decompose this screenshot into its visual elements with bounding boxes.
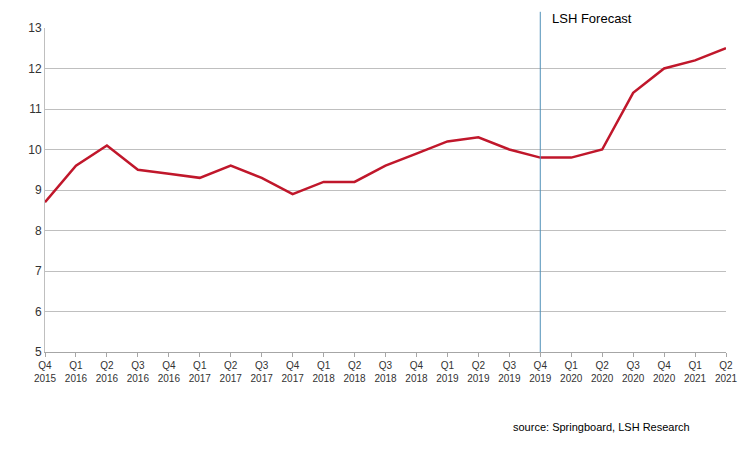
svg-text:10: 10 bbox=[28, 143, 42, 157]
svg-text:Q22016: Q22016 bbox=[96, 360, 119, 384]
svg-text:Q12021: Q12021 bbox=[684, 360, 707, 384]
svg-text:Q32017: Q32017 bbox=[251, 360, 274, 384]
svg-text:Q22019: Q22019 bbox=[467, 360, 490, 384]
svg-text:Q12016: Q12016 bbox=[65, 360, 88, 384]
svg-text:Q32020: Q32020 bbox=[622, 360, 645, 384]
svg-text:Q42015: Q42015 bbox=[34, 360, 57, 384]
svg-text:Q12020: Q12020 bbox=[560, 360, 583, 384]
svg-text:Q42020: Q42020 bbox=[653, 360, 676, 384]
svg-text:Q12019: Q12019 bbox=[436, 360, 459, 384]
svg-text:LSH Forecast: LSH Forecast bbox=[552, 11, 632, 26]
svg-text:Q32016: Q32016 bbox=[127, 360, 150, 384]
svg-text:13: 13 bbox=[28, 21, 42, 35]
svg-text:Q22017: Q22017 bbox=[220, 360, 243, 384]
svg-text:Q22020: Q22020 bbox=[591, 360, 614, 384]
svg-text:Q32018: Q32018 bbox=[374, 360, 397, 384]
svg-text:11: 11 bbox=[29, 102, 42, 116]
svg-text:source: Springboard, LSH Resea: source: Springboard, LSH Research bbox=[513, 421, 690, 433]
svg-text:Q42018: Q42018 bbox=[405, 360, 428, 384]
svg-text:12: 12 bbox=[28, 62, 42, 76]
svg-text:Q22018: Q22018 bbox=[343, 360, 366, 384]
svg-text:Q42019: Q42019 bbox=[529, 360, 552, 384]
svg-text:Q12017: Q12017 bbox=[189, 360, 212, 384]
svg-text:Q22021: Q22021 bbox=[715, 360, 738, 384]
svg-text:Q42017: Q42017 bbox=[282, 360, 305, 384]
svg-text:8: 8 bbox=[35, 224, 42, 238]
svg-text:Q32019: Q32019 bbox=[498, 360, 521, 384]
svg-text:7: 7 bbox=[35, 264, 42, 278]
svg-text:Q12018: Q12018 bbox=[312, 360, 335, 384]
svg-text:5: 5 bbox=[35, 345, 42, 359]
svg-text:6: 6 bbox=[35, 305, 42, 319]
svg-text:Q42016: Q42016 bbox=[158, 360, 181, 384]
svg-text:9: 9 bbox=[35, 183, 42, 197]
